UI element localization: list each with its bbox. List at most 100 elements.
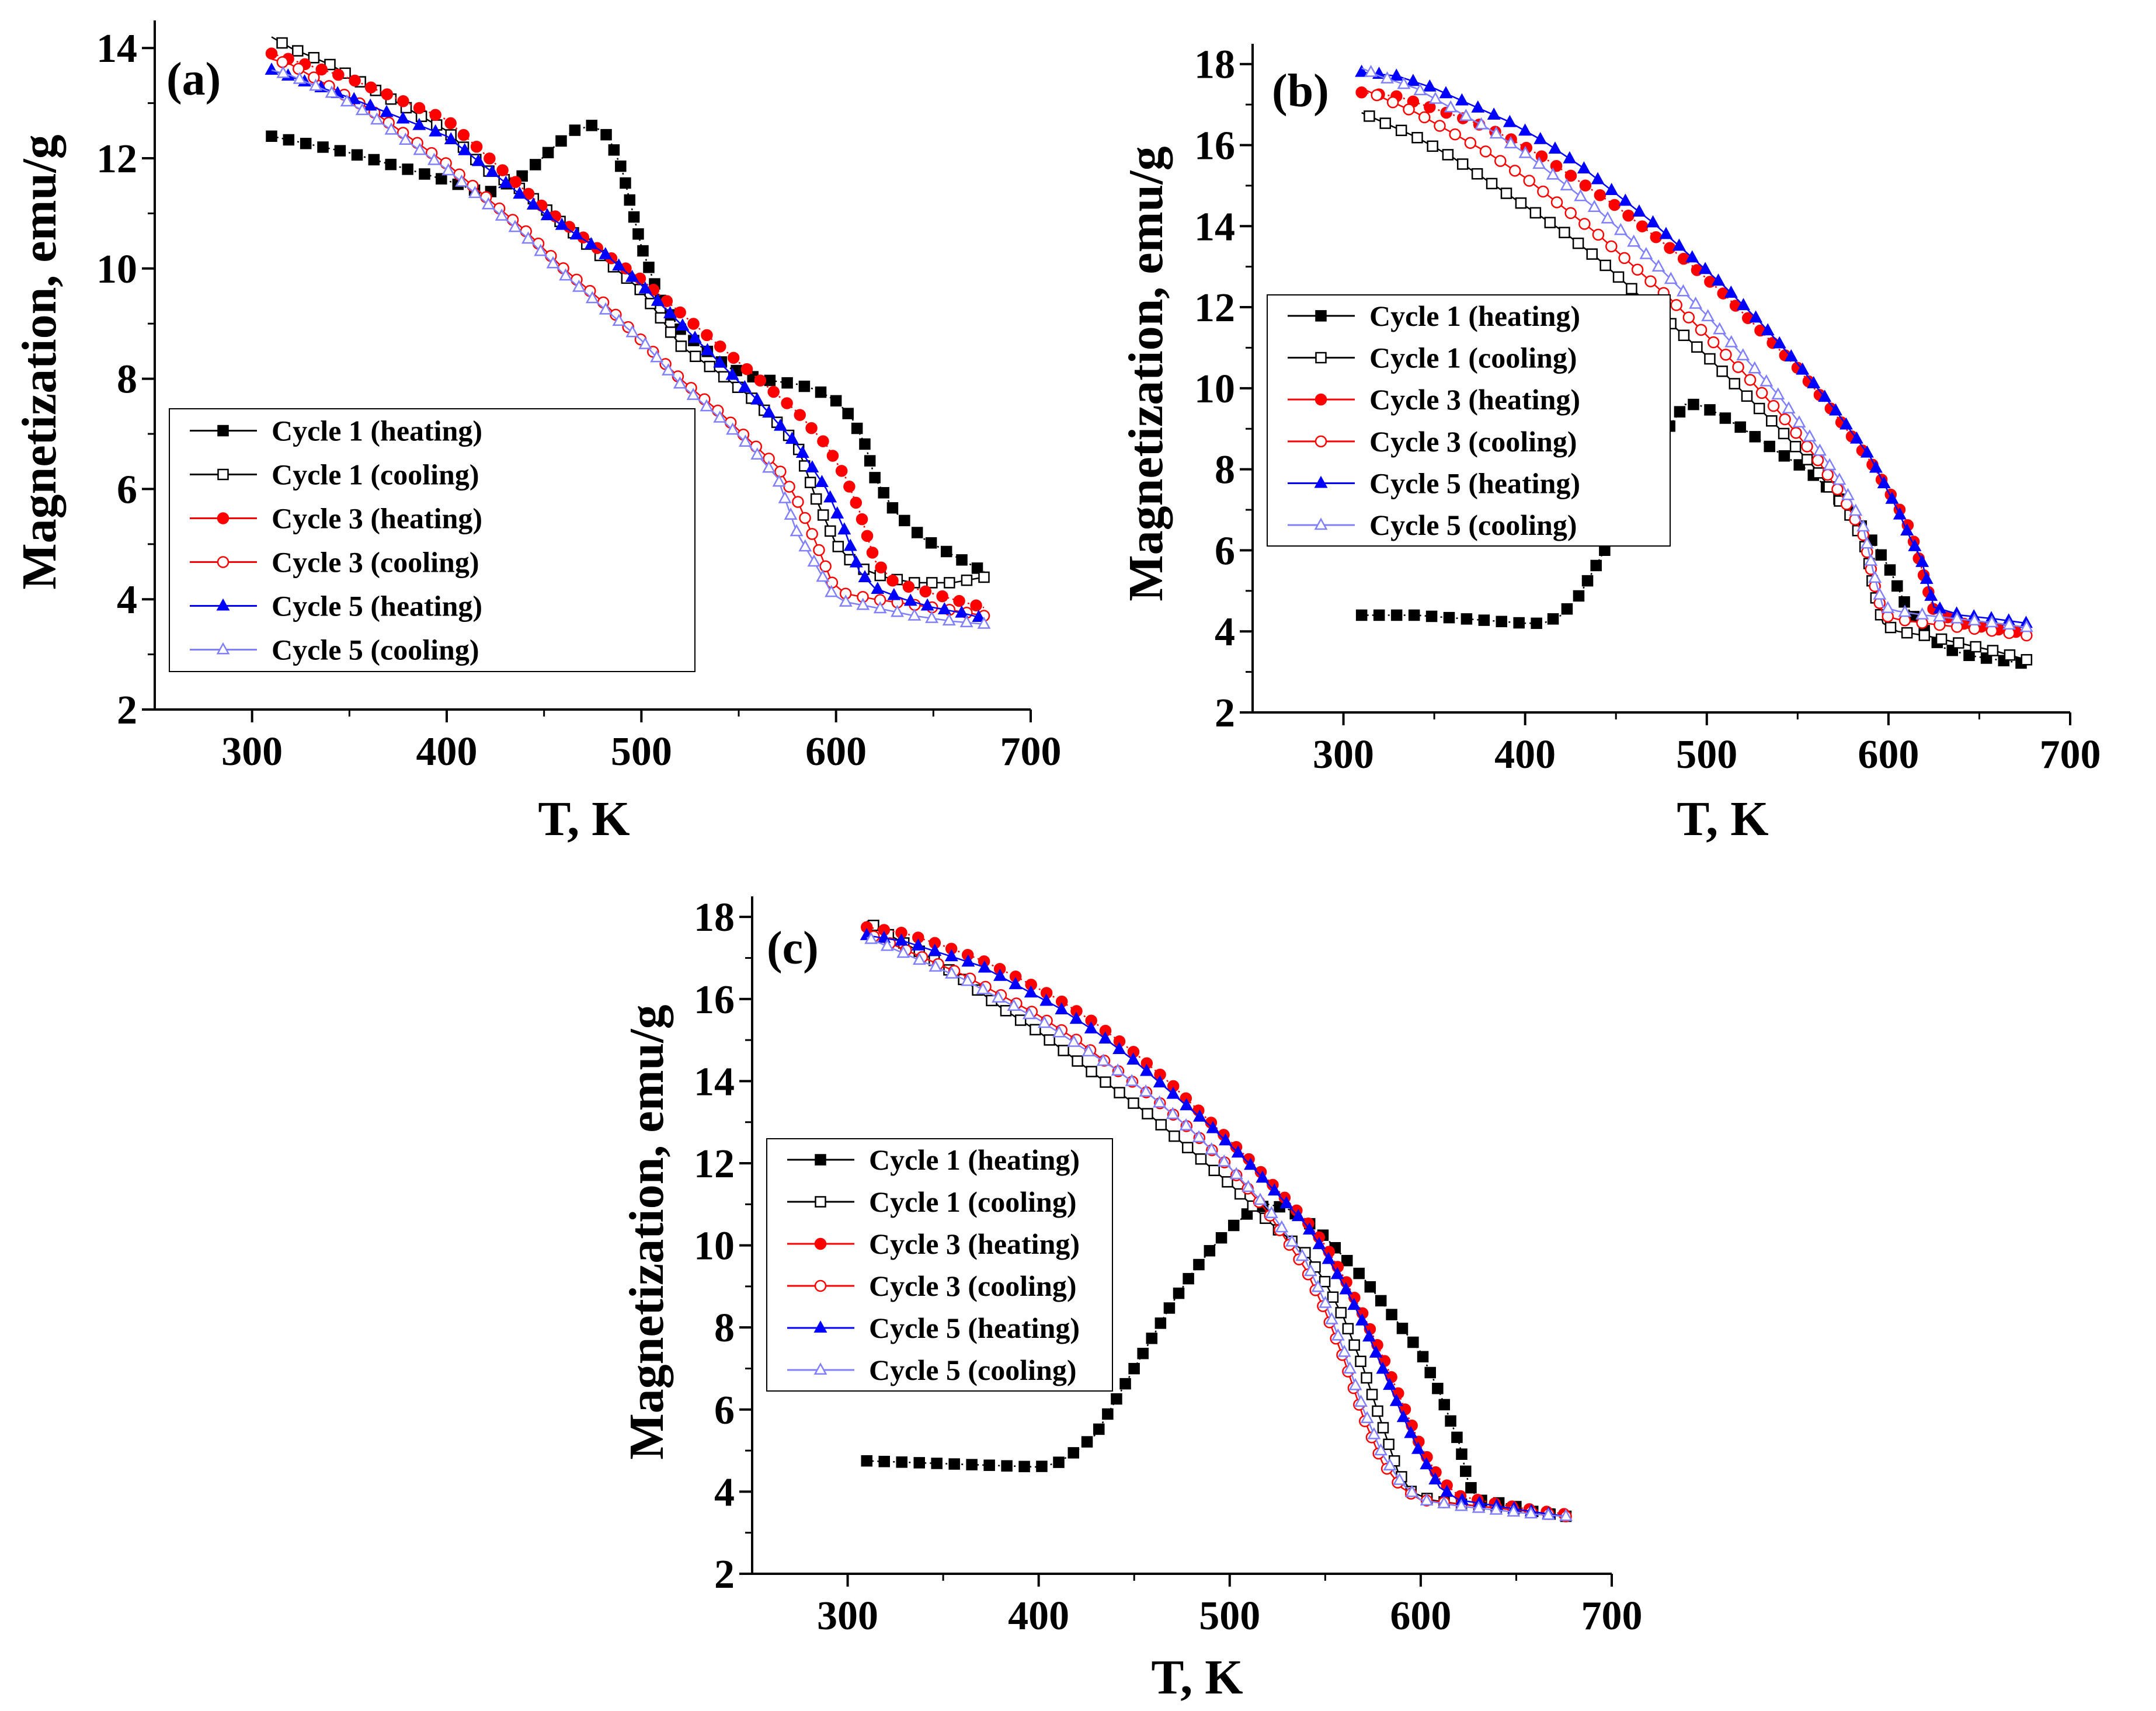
- x-tick-label: 700: [2040, 732, 2101, 777]
- data-point: [1366, 1389, 1378, 1400]
- data-point: [569, 227, 583, 240]
- data-point: [1755, 387, 1768, 399]
- data-point: [785, 432, 799, 444]
- data-point: [1434, 120, 1446, 132]
- data-point: [948, 1458, 960, 1470]
- data-point: [1856, 519, 1870, 532]
- data-point: [1950, 611, 1964, 624]
- data-point: [317, 141, 329, 153]
- data-point: [713, 410, 727, 423]
- data-point: [1918, 630, 1931, 641]
- data-point: [1465, 1482, 1477, 1494]
- data-point: [878, 487, 889, 499]
- data-point: [1550, 159, 1563, 172]
- data-point: [817, 509, 829, 521]
- y-tick-label: 10: [96, 247, 137, 292]
- data-point: [1067, 1447, 1079, 1459]
- data-point: [496, 164, 509, 176]
- data-point: [1377, 1422, 1389, 1434]
- data-point: [1515, 197, 1527, 209]
- data-point: [1898, 604, 1912, 617]
- legend-marker: [217, 556, 229, 568]
- data-point: [1753, 402, 1765, 415]
- data-point: [1285, 1234, 1299, 1247]
- data-point: [830, 395, 842, 407]
- data-point: [1279, 1196, 1293, 1209]
- data-point: [1636, 220, 1649, 232]
- data-point: [612, 314, 626, 326]
- data-point: [1253, 1192, 1267, 1205]
- legend-entry: Cycle 3 (cooling): [272, 546, 479, 579]
- data-point: [891, 604, 904, 617]
- data-point: [955, 605, 969, 618]
- data-point: [1678, 329, 1690, 342]
- data-point: [1353, 1267, 1365, 1279]
- data-point: [1319, 1275, 1331, 1288]
- data-point: [1342, 1323, 1354, 1335]
- data-point: [1155, 1119, 1167, 1131]
- data-point: [1227, 1219, 1240, 1232]
- data-point: [750, 392, 764, 405]
- data-point: [1744, 374, 1757, 386]
- data-point: [810, 493, 822, 505]
- data-point: [1330, 1267, 1344, 1279]
- data-point: [925, 611, 939, 623]
- data-point: [1053, 1456, 1065, 1468]
- data-point: [1343, 1361, 1357, 1374]
- legend-marker: [815, 1196, 826, 1208]
- data-point: [1369, 1345, 1383, 1358]
- data-point: [1264, 1206, 1278, 1219]
- data-point: [953, 594, 965, 607]
- data-point: [1881, 601, 1895, 613]
- data-point: [1383, 1378, 1397, 1390]
- data-point: [1219, 1133, 1233, 1146]
- data-point: [738, 434, 752, 447]
- data-point: [976, 982, 990, 994]
- x-tick-label: 300: [817, 1594, 878, 1639]
- panel-b-y-axis-label: Magnetization, emu/g: [1119, 146, 1173, 601]
- y-tick-label: 2: [714, 1552, 735, 1597]
- data-point: [508, 220, 522, 232]
- data-point: [1267, 1183, 1281, 1196]
- data-point: [484, 152, 496, 165]
- data-point: [1154, 1317, 1167, 1329]
- data-point: [1456, 1448, 1468, 1460]
- series-cycle-3-heating: [265, 47, 985, 612]
- data-point: [1440, 1484, 1454, 1497]
- legend-marker: [813, 1362, 827, 1375]
- data-point: [1082, 1044, 1096, 1056]
- data-point: [2002, 617, 2016, 630]
- data-point: [308, 52, 320, 64]
- data-point: [1564, 207, 1577, 220]
- data-point: [843, 538, 857, 551]
- data-point: [1784, 349, 1798, 361]
- data-point: [774, 465, 787, 478]
- data-point: [1242, 1180, 1256, 1192]
- data-point: [1900, 523, 1914, 536]
- data-point: [1821, 468, 1834, 481]
- legend-entry: Cycle 1 (heating): [272, 415, 482, 447]
- data-point: [1456, 158, 1469, 170]
- data-point: [1860, 445, 1874, 458]
- data-point: [1058, 1045, 1069, 1056]
- data-point: [364, 81, 377, 94]
- y-tick-label: 14: [96, 26, 137, 71]
- data-point: [970, 599, 982, 612]
- data-point: [1792, 415, 1806, 427]
- y-tick-label: 12: [96, 137, 137, 182]
- data-point: [1128, 1097, 1139, 1109]
- data-point: [1796, 362, 1810, 375]
- panel-c: 2 4 6 8 10 12 14 16 18 300 400 500 600 700 Cycle 1 (he…: [620, 895, 1643, 1705]
- data-point: [1102, 1408, 1114, 1420]
- legend-entry: Cycle 3 (heating): [272, 502, 482, 535]
- data-point: [1901, 627, 1913, 639]
- x-tick-label: 600: [1390, 1594, 1451, 1639]
- data-point: [638, 281, 652, 294]
- data-point: [1420, 1493, 1434, 1506]
- y-tick-label: 14: [1194, 204, 1235, 249]
- data-point: [1741, 390, 1753, 402]
- data-point: [625, 269, 639, 282]
- data-point: [1672, 238, 1686, 251]
- data-point: [526, 197, 540, 210]
- data-point: [929, 959, 943, 972]
